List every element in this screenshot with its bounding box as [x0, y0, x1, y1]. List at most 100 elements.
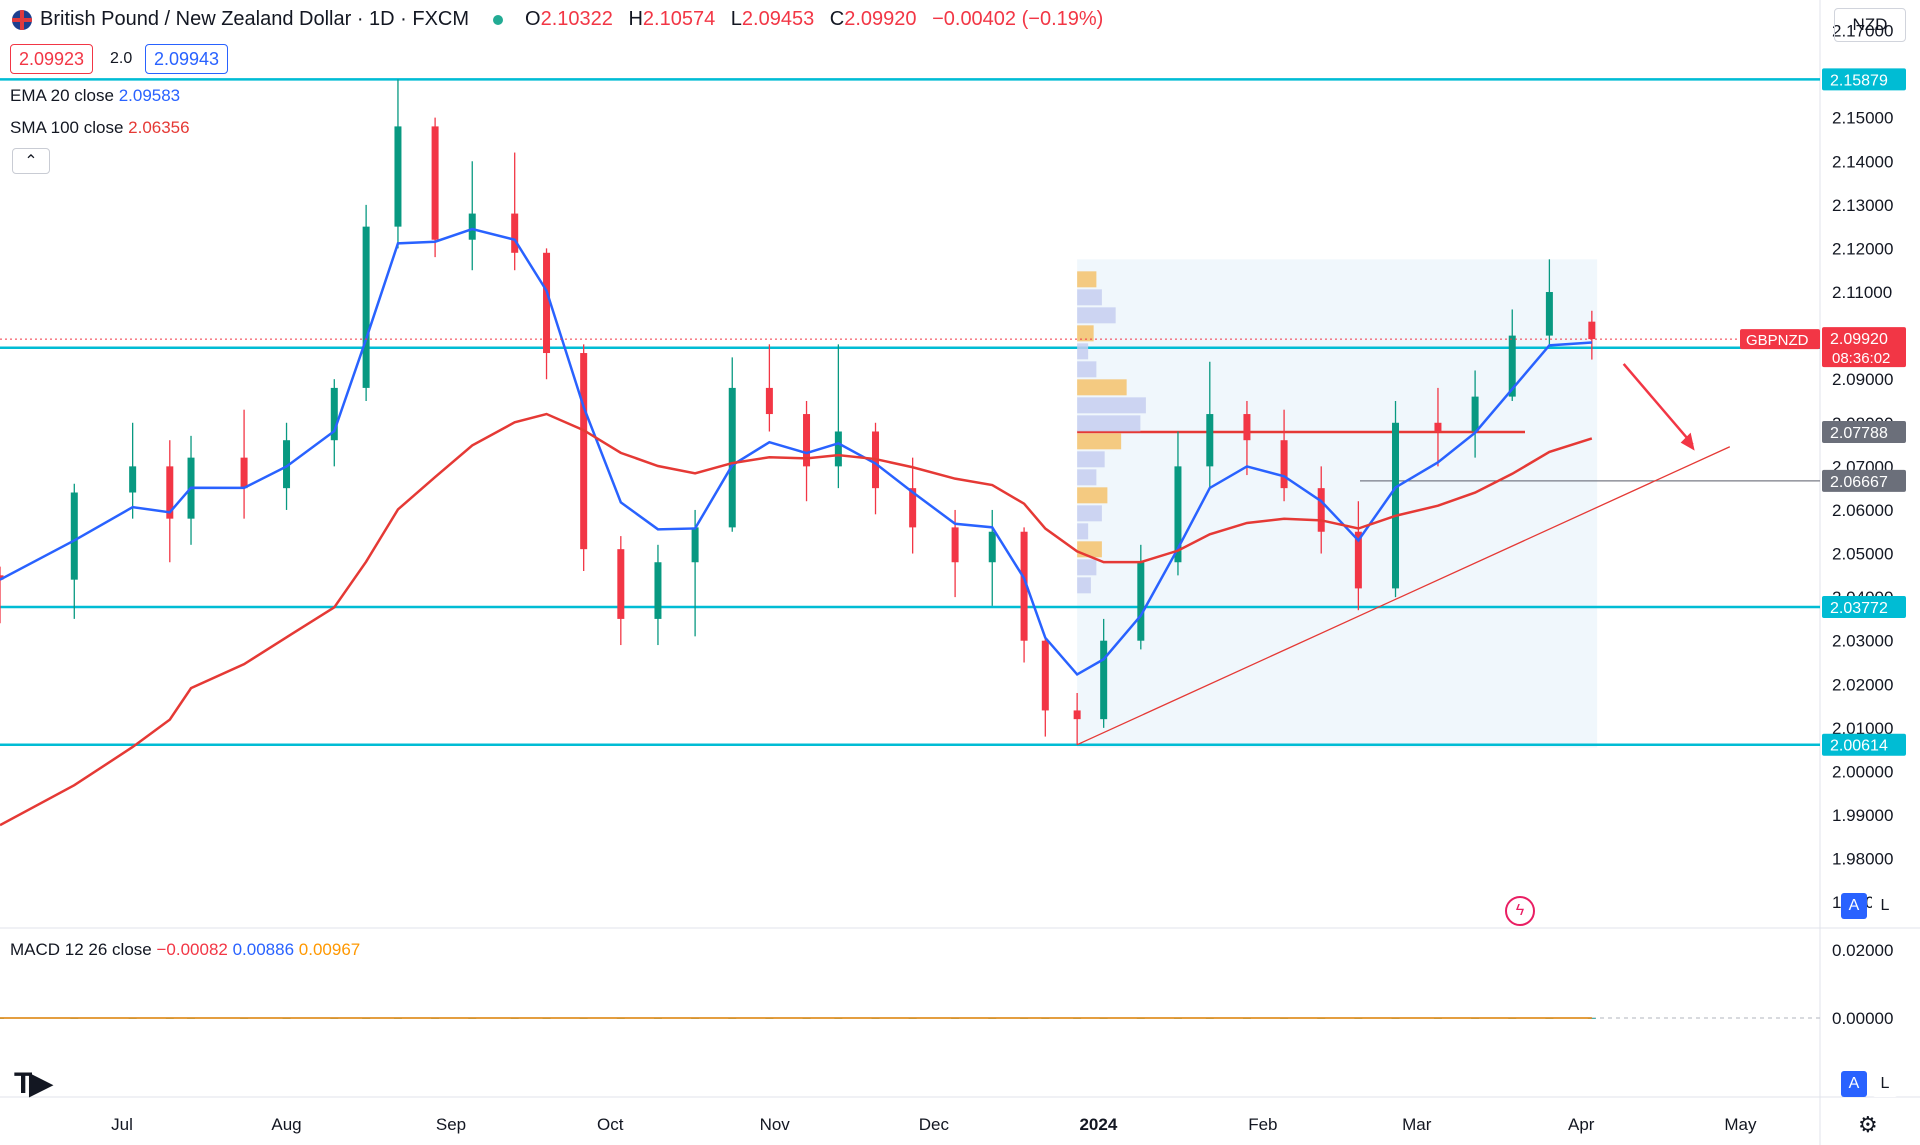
price-tick-label: 2.03000	[1832, 632, 1893, 651]
chart-header: British Pound / New Zealand Dollar · 1D …	[12, 8, 1113, 31]
candle-body	[1100, 640, 1108, 720]
horizontal-level-label: 2.15879	[1830, 72, 1888, 89]
volume-profile-bar	[1077, 307, 1116, 324]
horizontal-level-label: 2.00614	[1830, 738, 1888, 755]
last-price-tag	[1822, 327, 1906, 368]
price-tick-label: 2.12000	[1832, 239, 1893, 258]
volume-profile-bar	[1077, 505, 1102, 522]
candle-body	[951, 527, 959, 563]
time-axis-label: Mar	[1402, 1115, 1432, 1134]
symbol-title[interactable]: British Pound / New Zealand Dollar · 1D …	[40, 8, 470, 30]
ema-legend[interactable]: EMA 20 close 2.09583	[10, 86, 180, 106]
macd-hist-value: −0.00082	[156, 940, 228, 959]
trendline	[1076, 446, 1731, 746]
price-tick-label: 2.05000	[1832, 545, 1893, 564]
candle-body	[1206, 414, 1214, 467]
volume-profile-bar	[1077, 541, 1102, 558]
candle-body	[1137, 562, 1145, 641]
price-tick-label: 2.02000	[1832, 675, 1893, 694]
candle-body	[1354, 531, 1362, 589]
candle-body	[1545, 292, 1553, 336]
candle-body	[1041, 640, 1049, 711]
tradingview-logo-icon: T▶	[14, 1067, 52, 1100]
horizontal-level-label: 2.03772	[1830, 600, 1888, 617]
sell-price-button[interactable]: 2.09923	[10, 44, 94, 74]
high-value: 2.10574	[642, 8, 716, 30]
macd-auto-scale-button[interactable]: A	[1841, 1071, 1867, 1097]
log-scale-button[interactable]: L	[1872, 893, 1898, 919]
time-axis-label: Dec	[919, 1115, 950, 1134]
candle-body	[1471, 396, 1479, 432]
volume-profile-label: 2.06667	[1830, 474, 1888, 491]
candle-body	[431, 126, 439, 240]
forecast-arrow-line	[1622, 363, 1694, 446]
volume-profile-bar	[1077, 361, 1097, 378]
macd-tick-label: 0.00000	[1832, 1009, 1893, 1028]
currency-selector[interactable]: NZD	[1834, 8, 1906, 42]
low-value: 2.09453	[741, 8, 815, 30]
sma-legend[interactable]: SMA 100 close 2.06356	[10, 118, 190, 138]
collapse-legend-button[interactable]: ⌃	[12, 148, 50, 174]
price-tick-label: 2.00000	[1832, 762, 1893, 781]
volume-profile-bar	[1077, 559, 1097, 576]
macd-line-value: 0.00886	[232, 940, 295, 959]
open-value: 2.10322	[540, 8, 613, 30]
horizontal-level-tag	[1822, 596, 1906, 619]
flash-alert-icon[interactable]: ϟ	[1505, 896, 1535, 926]
time-axis-label: Feb	[1248, 1115, 1277, 1134]
candle-body	[543, 252, 551, 354]
macd-log-scale-button[interactable]: L	[1872, 1071, 1898, 1097]
candle-body	[468, 213, 476, 240]
time-axis-label: Sep	[436, 1115, 466, 1134]
low-label: L	[730, 8, 742, 30]
time-axis-label: Apr	[1568, 1115, 1595, 1134]
candle-body	[909, 488, 917, 528]
ticker-tag	[1740, 329, 1820, 350]
price-tick-label: 2.14000	[1832, 152, 1893, 171]
volume-profile-bar	[1077, 523, 1089, 540]
macd-legend[interactable]: MACD 12 26 close −0.00082 0.00886 0.0096…	[10, 940, 360, 960]
volume-profile-bar	[1077, 379, 1127, 396]
auto-scale-button[interactable]: A	[1841, 893, 1867, 919]
close-value: 2.09920	[844, 8, 917, 30]
candle-body	[1243, 414, 1251, 441]
candle-body	[283, 440, 291, 489]
volume-profile-bar	[1077, 289, 1102, 306]
settings-gear-icon[interactable]: ⚙	[1858, 1112, 1878, 1137]
candle-body	[1317, 488, 1325, 532]
ema-legend-label: EMA 20 close	[10, 86, 114, 105]
candle-body	[580, 353, 588, 550]
time-axis-label: Oct	[597, 1115, 624, 1134]
candle-body	[654, 562, 662, 619]
price-tick-label: 2.15000	[1832, 109, 1893, 128]
volume-profile-bar	[1077, 487, 1108, 504]
time-axis-label: Aug	[271, 1115, 301, 1134]
ema-20-line	[0, 227, 1592, 676]
price-tick-label: 2.01000	[1832, 719, 1893, 738]
sma-100-line	[0, 412, 1593, 827]
price-tick-label: 1.98000	[1832, 850, 1893, 869]
price-tick-label: 2.06000	[1832, 501, 1893, 520]
volume-profile-bar	[1077, 433, 1122, 450]
candle-body	[129, 466, 137, 493]
volume-profile-bar	[1077, 469, 1097, 486]
ema-legend-value: 2.09583	[118, 86, 181, 105]
candle-body	[691, 527, 699, 563]
volume-profile-box	[1077, 259, 1598, 748]
price-tick-label: 1.99000	[1832, 806, 1893, 825]
sma-legend-value: 2.06356	[128, 118, 190, 137]
price-tick-label: 2.11000	[1832, 283, 1892, 302]
horizontal-level-tag	[1822, 68, 1906, 91]
ohlc-values: O2.10322 H2.10574 L2.09453 C2.09920 −0.0…	[525, 8, 1113, 31]
candle-body	[617, 549, 625, 619]
volume-profile-tag	[1822, 469, 1906, 492]
candle-body	[1392, 422, 1400, 589]
last-price-countdown: 08:36:02	[1832, 350, 1890, 367]
ticker-label: GBPNZD	[1746, 332, 1809, 349]
volume-profile-bar	[1077, 343, 1089, 360]
open-label: O	[525, 8, 541, 30]
candle-body	[1508, 335, 1516, 397]
buy-price-button[interactable]: 2.09943	[145, 44, 229, 74]
volume-profile-bar	[1077, 397, 1146, 414]
